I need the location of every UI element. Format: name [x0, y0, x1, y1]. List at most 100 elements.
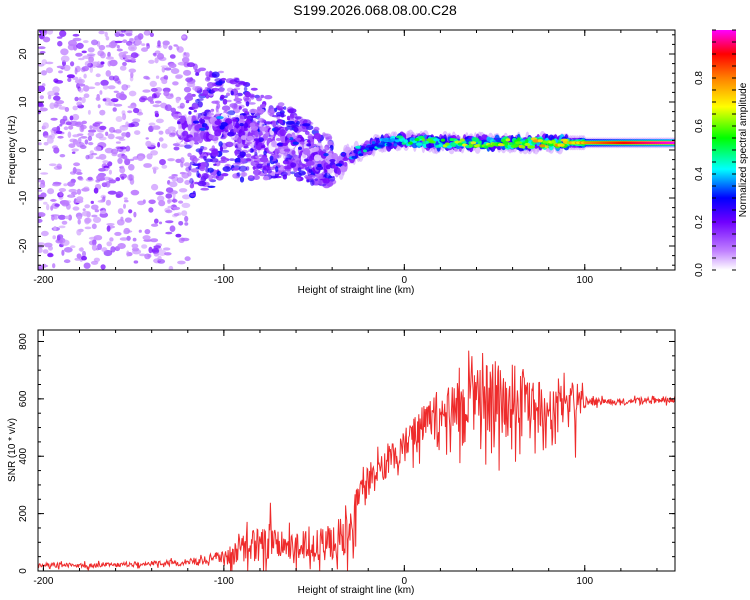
- spectrogram-noise-blob: [209, 152, 219, 157]
- spectrogram-noise-blob: [155, 118, 164, 124]
- spectrogram-noise-blob: [157, 141, 161, 148]
- spectrogram-noise-blob: [147, 96, 154, 102]
- spectrogram-ridge-cell: [505, 138, 511, 142]
- spectrogram-noise-blob: [196, 170, 200, 178]
- spectrogram-noise-blob: [191, 93, 196, 97]
- spectrogram-noise-blob: [50, 198, 56, 202]
- spectrogram-noise-blob: [154, 100, 162, 104]
- spectrogram-noise-blob: [60, 48, 69, 56]
- spectrogram-noise-blob: [200, 161, 207, 168]
- spectrogram-noise-blob: [95, 156, 103, 160]
- spectrogram-ridge-cell: [254, 130, 259, 138]
- spectrogram-ytick-label: 0: [18, 147, 29, 153]
- colorbar-tick-label: 0.2: [694, 215, 705, 229]
- spectrogram-noise-blob: [151, 183, 159, 191]
- spectrogram-noise-blob: [189, 178, 194, 184]
- spectrogram-ridge-cell: [355, 145, 362, 149]
- spectrogram-noise-blob: [220, 77, 227, 81]
- spectrogram-noise-blob: [169, 190, 178, 195]
- spectrogram-noise-blob: [115, 116, 123, 122]
- spectrogram-ridge-cell: [551, 140, 556, 144]
- spectrogram-noise-blob: [115, 136, 125, 140]
- spectrogram-noise-blob: [59, 123, 63, 127]
- spectrogram-noise-blob: [76, 42, 84, 50]
- spectrogram-noise-blob: [310, 179, 315, 186]
- spectrogram-noise-blob: [133, 107, 140, 114]
- spectrogram-noise-blob: [128, 174, 133, 181]
- spectrogram-noise-blob: [38, 265, 45, 270]
- spectrogram-ridge-cell: [282, 142, 288, 146]
- spectrogram-noise-blob: [270, 175, 278, 179]
- spectrogram-ridge-cell: [291, 150, 296, 155]
- spectrogram-noise-blob: [149, 80, 157, 87]
- spectrogram-noise-blob: [177, 61, 187, 66]
- spectrogram-noise-blob: [220, 94, 225, 100]
- spectrogram-noise-blob: [228, 158, 236, 162]
- spectrogram-ridge-cell: [203, 116, 211, 120]
- spectrogram-noise-blob: [108, 100, 112, 106]
- spectrogram-noise-blob: [116, 44, 120, 49]
- spectrogram-noise-blob: [180, 157, 185, 164]
- spectrogram-noise-blob: [54, 203, 60, 207]
- spectrogram-noise-blob: [38, 212, 46, 218]
- spectrogram-ridge-cell: [438, 143, 443, 147]
- spectrogram-noise-blob: [154, 218, 159, 224]
- spectrogram-noise-blob: [95, 179, 100, 183]
- spectrogram-noise-blob: [198, 148, 203, 155]
- spectrogram-ridge-cell: [500, 139, 507, 143]
- spectrogram-noise-blob: [158, 137, 164, 142]
- spectrogram-ridge-cell: [363, 149, 367, 153]
- spectrogram-noise-blob: [84, 217, 91, 225]
- spectrogram-noise-blob: [153, 245, 161, 249]
- spectrogram-noise-blob: [234, 78, 240, 83]
- spectrogram-noise-blob: [305, 176, 312, 180]
- spectrogram-ridge-cell: [294, 137, 301, 141]
- spectrogram-noise-blob: [275, 162, 281, 166]
- spectrogram-noise-blob: [163, 247, 171, 251]
- spectrogram-ridge-cell: [299, 141, 305, 145]
- spectrogram-noise-blob: [85, 154, 90, 160]
- spectrogram-noise-blob: [270, 108, 274, 113]
- spectrogram-noise-blob: [87, 109, 91, 115]
- snr-xlabel: Height of straight line (km): [298, 585, 415, 596]
- spectrogram-noise-blob: [295, 160, 303, 165]
- spectrogram-noise-blob: [163, 75, 169, 80]
- spectrogram-noise-blob: [221, 173, 229, 177]
- spectrogram-noise-blob: [66, 203, 71, 210]
- spectrogram-noise-blob: [102, 84, 109, 90]
- spectrogram-noise-blob: [141, 244, 148, 249]
- spectrogram-noise-blob: [130, 189, 140, 196]
- spectrogram-noise-blob: [39, 184, 44, 187]
- spectrogram-noise-blob: [89, 125, 93, 130]
- spectrogram-noise-blob: [217, 70, 225, 74]
- spectrogram-noise-blob: [131, 243, 139, 249]
- spectrogram-noise-blob: [63, 64, 71, 72]
- spectrogram-ridge-cell: [336, 168, 342, 175]
- spectrogram-noise-blob: [142, 235, 151, 241]
- spectrogram-noise-blob: [96, 94, 100, 99]
- spectrogram-noise-blob: [294, 116, 302, 120]
- spectrogram-noise-blob: [78, 177, 84, 181]
- spectrogram-noise-blob: [209, 158, 219, 163]
- spectrogram-noise-blob: [125, 121, 129, 127]
- spectrogram-noise-blob: [102, 176, 111, 181]
- spectrogram-noise-blob: [42, 249, 49, 254]
- spectrogram-noise-blob: [57, 40, 63, 47]
- spectrogram-noise-blob: [127, 110, 133, 114]
- spectrogram-ridge-cell: [177, 121, 181, 125]
- spectrogram-noise-blob: [78, 97, 83, 101]
- spectrogram-ridge-cell: [446, 145, 453, 149]
- spectrogram-ridge-cell: [258, 137, 264, 143]
- colorbar-tick-label: 0.6: [694, 119, 705, 133]
- spectrogram-noise-blob: [226, 158, 230, 162]
- spectrogram-noise-blob: [238, 106, 242, 110]
- spectrogram-noise-blob: [322, 133, 329, 137]
- spectrogram-ridge-cell: [426, 143, 430, 148]
- spectrogram-noise-blob: [109, 59, 118, 67]
- spectrogram-noise-blob: [226, 92, 230, 97]
- spectrogram-noise-blob: [42, 36, 51, 43]
- spectrogram-noise-blob: [84, 204, 91, 209]
- spectrogram-noise-blob: [205, 71, 210, 77]
- spectrogram-noise-blob: [258, 154, 264, 158]
